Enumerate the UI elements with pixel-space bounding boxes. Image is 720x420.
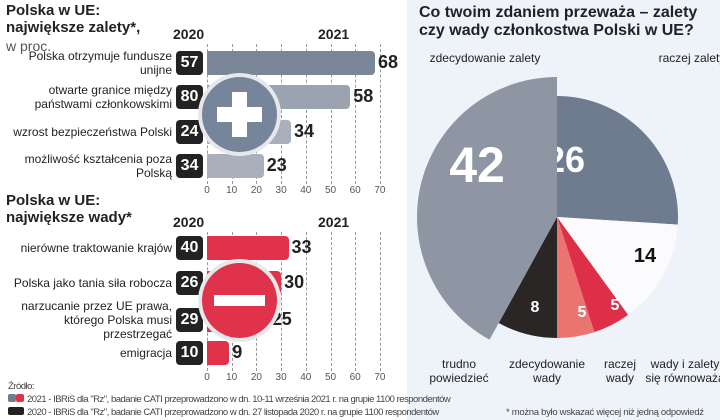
x-tick-label: 20 (250, 185, 262, 196)
pie-slice (557, 217, 678, 315)
pie-category-label: zdecydowanie wady (509, 357, 585, 385)
source-line-2021: 2021 - IBRiS dla "Rz", badanie CATI prze… (27, 394, 451, 405)
x-tick-label: 70 (374, 185, 386, 196)
value-2021: 9 (232, 342, 243, 362)
year-2021-label: 2021 (318, 214, 350, 230)
gridline (281, 44, 283, 184)
x-tick-label: 70 (374, 372, 386, 383)
value-2021: 33 (291, 237, 312, 257)
pie-category-label: wady i zalety się równoważą (645, 357, 720, 385)
bar-chart-subtitle: w proc. (6, 38, 52, 54)
value-2021: 34 (293, 121, 314, 141)
pie-slice (498, 217, 557, 338)
gridline (281, 232, 283, 371)
category-label: Polska otrzymuje fundusze unijne (28, 49, 172, 77)
bar-2021 (207, 236, 289, 260)
x-tick-label: 50 (324, 185, 337, 196)
pie-category-label: raczej zalety (659, 51, 720, 65)
value-2021: 25 (271, 309, 292, 329)
category-label: otwarte granice między państwami członko… (34, 83, 172, 111)
gridline (330, 44, 332, 184)
gridline (355, 44, 357, 184)
pie-slice (557, 217, 595, 338)
category-label: nierówne traktowanie krajów (20, 241, 172, 255)
x-tick-label: 10 (226, 185, 238, 196)
bar-2021 (207, 154, 264, 178)
gridline (379, 232, 381, 371)
gridline (355, 232, 357, 371)
value-2020: 34 (176, 154, 203, 178)
x-tick-label: 0 (204, 372, 210, 383)
pie-slice (417, 77, 557, 340)
x-tick-label: 20 (250, 372, 262, 383)
pie-category-label: raczej wady (604, 357, 636, 385)
value-2020: 80 (176, 85, 203, 109)
source-label: Źródło: (8, 381, 35, 392)
pie-value-label: 14 (634, 245, 657, 267)
pie-category-label: zdecydowanie zalety (430, 51, 541, 65)
value-2020: 26 (176, 271, 203, 295)
plus-icon (202, 77, 277, 152)
value-2020: 10 (176, 341, 203, 365)
year-2021-label: 2021 (318, 26, 350, 42)
year-2020-label: 2020 (173, 26, 205, 42)
value-2020: 24 (176, 120, 203, 144)
pie-value-label: 5 (578, 304, 587, 321)
pie-title: Co twoim zdaniem przeważa – zalety czy w… (419, 4, 698, 39)
category-label: możliwość kształcenia poza Polską (24, 152, 172, 180)
gridline (379, 44, 381, 184)
value-2020: 40 (176, 236, 203, 260)
x-tick-label: 0 (204, 185, 210, 196)
category-label: wzrost bezpieczeństwa Polski (13, 125, 172, 139)
gridline (305, 232, 307, 371)
pie-value-label: 8 (531, 299, 540, 316)
source-2020: 2020 - IBRiS dla "Rz", badanie CATI prze… (8, 407, 439, 419)
x-tick-label: 40 (300, 372, 312, 383)
pie-category-label: trudno powiedzieć (429, 357, 488, 385)
value-2021: 68 (377, 52, 398, 72)
x-tick-label: 30 (275, 185, 287, 196)
x-tick-label: 60 (349, 185, 361, 196)
category-label: narzucanie przez UE prawa, którego Polsk… (21, 299, 172, 341)
x-tick-label: 40 (300, 185, 312, 196)
value-2021: 23 (266, 155, 287, 175)
gridline (305, 44, 307, 184)
bar-chart-title: Polska w UE: największe zalety*, (6, 2, 141, 36)
bar-2021 (207, 51, 375, 75)
pie-slice (557, 217, 629, 333)
x-tick-label: 50 (324, 372, 337, 383)
value-2020: 57 (176, 51, 203, 75)
value-2021: 30 (284, 272, 305, 292)
value-2021: 58 (353, 86, 374, 106)
value-2020: 29 (176, 308, 203, 332)
x-tick-label: 60 (349, 372, 361, 383)
x-tick-label: 30 (275, 372, 287, 383)
gridline (330, 232, 332, 371)
year-2020-label: 2020 (173, 214, 205, 230)
source-2021: 2021 - IBRiS dla "Rz", badanie CATI prze… (8, 394, 451, 406)
pie-value-label: 5 (611, 297, 620, 314)
pie-value-label: 42 (449, 137, 505, 193)
pie-panel: Co twoim zdaniem przeważa – zalety czy w… (407, 0, 720, 420)
footnote: * można było wskazać więcej niż jedną od… (506, 407, 704, 418)
x-tick-label: 10 (226, 372, 238, 383)
bar-2021 (207, 341, 230, 365)
minus-icon (202, 263, 277, 338)
category-label: Polska jako tania siła robocza (13, 276, 172, 290)
pie-slice (557, 96, 678, 225)
source-line-2020: 2020 - IBRiS dla "Rz", badanie CATI prze… (27, 407, 439, 418)
category-label: emigracja (119, 346, 172, 360)
bar-chart-title: Polska w UE: największe wady* (6, 192, 132, 226)
